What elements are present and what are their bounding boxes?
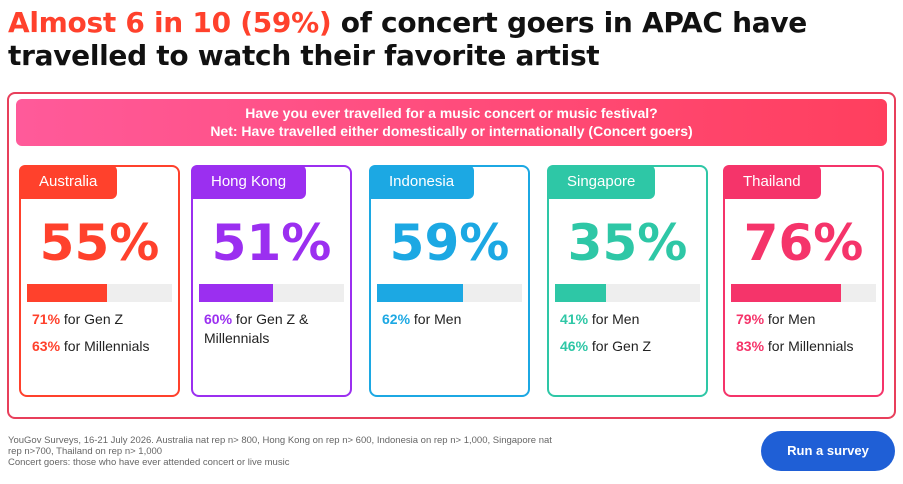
stat-percent: 62% <box>382 311 411 327</box>
country-card: Thailand 76% 79% for Men 83% for Millennial… <box>723 165 884 397</box>
question-text: Have you ever travelled for a music conc… <box>245 105 658 121</box>
headline-highlight: Almost 6 in 10 (59%) <box>8 6 332 39</box>
bar-fill <box>555 284 606 302</box>
stat-text: for Men <box>588 311 640 327</box>
country-label: Australia <box>19 165 118 199</box>
headline-rest: of concert goers in APAC have travelled … <box>8 6 807 72</box>
demographic-stats: 41% for Men 46% for Gen Z <box>560 310 700 364</box>
value-label: 55% <box>39 214 160 272</box>
stat-line: 62% for Men <box>382 310 522 329</box>
run-survey-button[interactable]: Run a survey <box>761 431 895 471</box>
stat-text: for Gen Z <box>60 311 124 327</box>
value-label: 76% <box>743 214 864 272</box>
stat-text: for Millennials <box>764 338 854 354</box>
stat-line: 46% for Gen Z <box>560 337 700 356</box>
country-label: Indonesia <box>369 165 475 199</box>
stat-text: for Gen Z & Millennials <box>204 311 309 346</box>
country-label: Hong Kong <box>191 165 307 199</box>
stat-text: for Millennials <box>60 338 150 354</box>
stat-text: for Men <box>764 311 816 327</box>
value-label: 35% <box>567 214 688 272</box>
stat-percent: 71% <box>32 311 61 327</box>
country-card: Australia 55% 71% for Gen Z 63% for Millenn… <box>19 165 180 397</box>
demographic-stats: 62% for Men <box>382 310 522 337</box>
demographic-stats: 71% for Gen Z 63% for Millennials <box>32 310 172 364</box>
bar-track <box>555 284 700 302</box>
country-card: Singapore 35% 41% for Men 46% for Gen Z <box>547 165 708 397</box>
footnote-definition: Concert goers: those who have ever atten… <box>8 457 290 468</box>
stat-line: 60% for Gen Z & Millennials <box>204 310 344 348</box>
headline: Almost 6 in 10 (59%) of concert goers in… <box>8 6 888 72</box>
footnote: YouGov Surveys, 16-21 July 2026. Austral… <box>8 435 568 468</box>
country-label: Thailand <box>723 165 821 199</box>
stat-percent: 41% <box>560 311 589 327</box>
bar-track <box>27 284 172 302</box>
stat-percent: 79% <box>736 311 765 327</box>
value-label: 51% <box>211 214 332 272</box>
value-label: 59% <box>389 214 510 272</box>
bar-fill <box>731 284 842 302</box>
footnote-source: YouGov Surveys, 16-21 July 2026. Austral… <box>8 435 552 457</box>
country-card: Hong Kong 51% 60% for Gen Z & Millennials <box>191 165 352 397</box>
bar-track <box>377 284 522 302</box>
net-definition-text: Net: Have travelled either domestically … <box>210 123 693 139</box>
stat-text: for Gen Z <box>588 338 652 354</box>
stat-text: for Men <box>410 311 462 327</box>
bar-fill <box>27 284 107 302</box>
stat-line: 71% for Gen Z <box>32 310 172 329</box>
country-card: Indonesia 59% 62% for Men <box>369 165 530 397</box>
stat-percent: 60% <box>204 311 233 327</box>
stat-percent: 83% <box>736 338 765 354</box>
bar-fill <box>199 284 273 302</box>
stat-line: 83% for Millennials <box>736 337 876 356</box>
question-banner: Have you ever travelled for a music conc… <box>16 99 887 146</box>
bar-track <box>199 284 344 302</box>
country-label: Singapore <box>547 165 656 199</box>
stat-line: 79% for Men <box>736 310 876 329</box>
bar-track <box>731 284 876 302</box>
bar-fill <box>377 284 463 302</box>
stat-percent: 46% <box>560 338 589 354</box>
stat-percent: 63% <box>32 338 61 354</box>
stat-line: 41% for Men <box>560 310 700 329</box>
stat-line: 63% for Millennials <box>32 337 172 356</box>
demographic-stats: 60% for Gen Z & Millennials <box>204 310 344 356</box>
demographic-stats: 79% for Men 83% for Millennials <box>736 310 876 364</box>
chart-panel: Have you ever travelled for a music conc… <box>7 92 896 419</box>
